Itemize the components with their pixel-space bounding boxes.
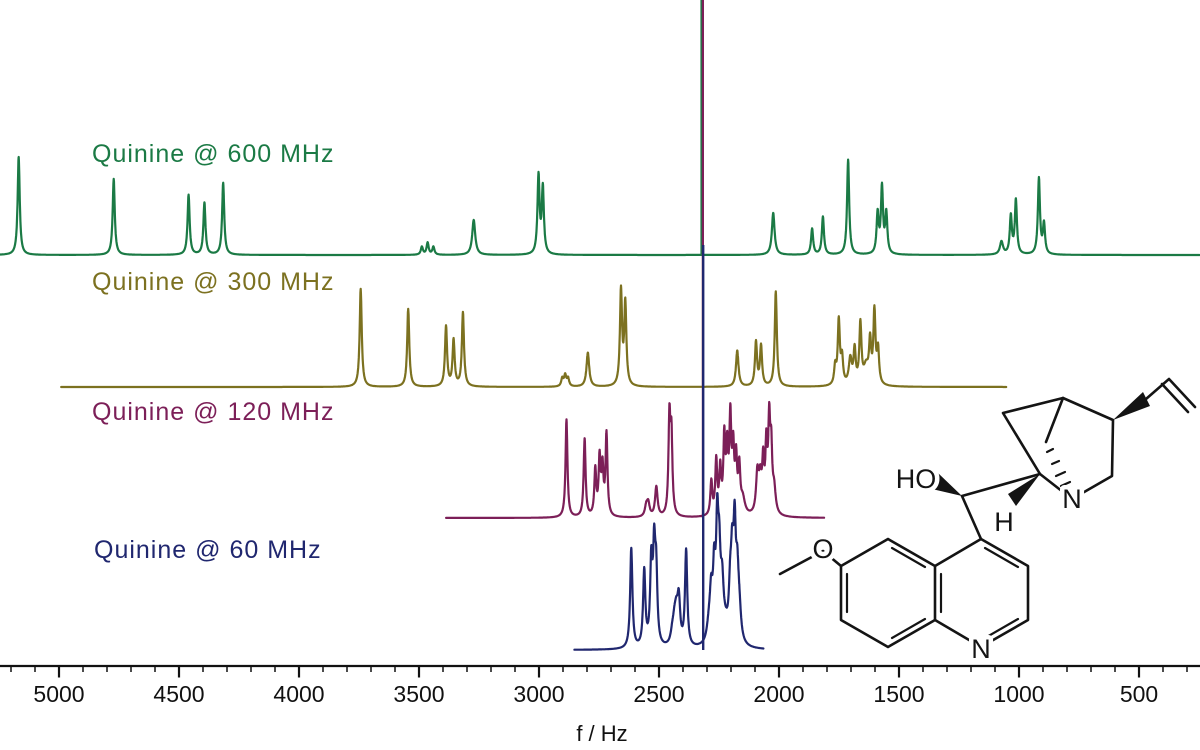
frequency-axis: 5000 4500 4000 3500 3000 2500 2000 1500 1000 500 [0,664,1200,707]
tick-label: 3000 [513,681,564,707]
aromatic-double-bonds [845,546,1020,640]
atom-label-h: H [994,507,1014,537]
tick-label: 5000 [33,681,84,707]
oh-wedge-bond [932,473,962,496]
quinine-structure: HO H N O N [778,377,1197,669]
bridge-hash-bond [1045,447,1072,488]
spectrum-trace-300mhz [60,284,1008,389]
spectrum-trace-600mhz [0,155,1200,257]
vinyl-wedge-bond [1113,392,1150,420]
pyridine-ring [933,537,1030,649]
tick-label: 4000 [273,681,324,707]
tick-label: 2000 [753,681,804,707]
atom-label-n: N [971,634,991,664]
atom-label-o: O [812,534,833,564]
tick-label: 2500 [633,681,684,707]
tick-label: 4500 [153,681,204,707]
spectrum-trace-120mhz [445,400,826,519]
tick-label: 3500 [393,681,444,707]
label-quinine-120mhz: Quinine @ 120 MHz [92,398,335,426]
h-wedge-bond [1008,474,1040,506]
vinyl-double-bond [1144,377,1197,414]
benzo-ring [839,537,937,649]
spectrum-trace-60mhz [573,492,765,651]
bridge-bond [1044,396,1065,444]
atom-label-ho: HO [896,464,937,494]
label-quinine-60mhz: Quinine @ 60 MHz [94,536,322,564]
atom-labels: HO H N O N [808,460,1086,669]
tick-label: 1000 [993,681,1044,707]
tick-label: 500 [1120,681,1158,707]
atom-label-n: N [1062,484,1082,514]
tick-label: 1500 [873,681,924,707]
label-quinine-600mhz: Quinine @ 600 MHz [92,140,335,168]
label-quinine-300mhz: Quinine @ 300 MHz [92,268,335,296]
x-axis-title: f / Hz [576,721,628,746]
spectra-traces [0,0,1200,651]
methoxy-bonds [778,549,843,576]
